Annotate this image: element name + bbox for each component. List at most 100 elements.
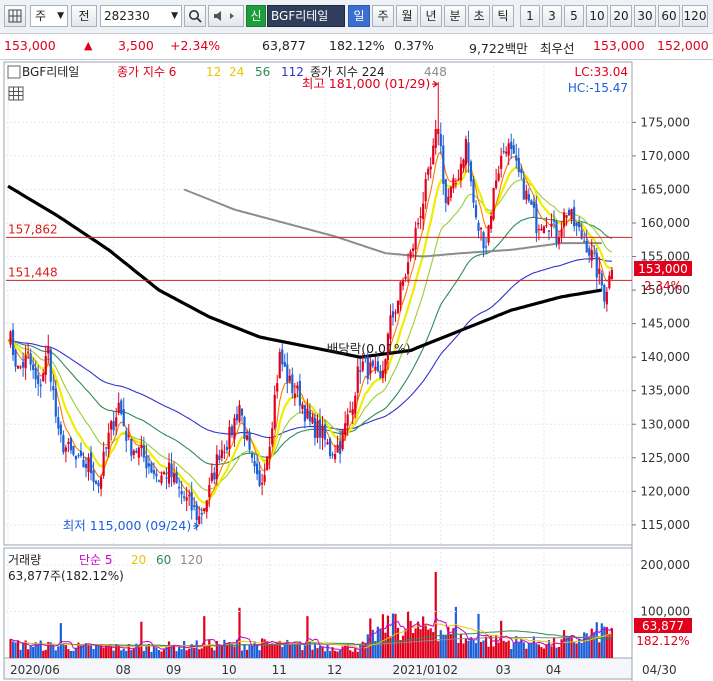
volume-bar bbox=[175, 651, 178, 658]
candle-body bbox=[570, 209, 573, 219]
period-button-6[interactable]: 틱 bbox=[492, 5, 514, 27]
legend-box-icon bbox=[7, 65, 21, 79]
interval-button-0[interactable]: 1 bbox=[520, 5, 540, 27]
interval-button-7[interactable]: 120 bbox=[682, 5, 708, 27]
candle-body bbox=[248, 431, 251, 450]
volume-bar bbox=[130, 650, 133, 658]
interval-button-5[interactable]: 30 bbox=[634, 5, 656, 27]
volume-bar bbox=[223, 639, 226, 658]
period-button-2[interactable]: 월 bbox=[396, 5, 418, 27]
volume-bar bbox=[286, 639, 289, 658]
sound-icon[interactable] bbox=[208, 5, 244, 27]
interval-button-3[interactable]: 10 bbox=[586, 5, 608, 27]
candle-body bbox=[351, 409, 354, 416]
volume-ma-label: 단순 5 bbox=[79, 553, 113, 567]
candle-body bbox=[250, 453, 254, 458]
period-button-3[interactable]: 년 bbox=[420, 5, 442, 27]
candle-body bbox=[361, 361, 364, 371]
volume-bar bbox=[532, 636, 535, 658]
volume-bar bbox=[527, 643, 530, 658]
candle-body bbox=[399, 281, 402, 305]
volume-bar bbox=[492, 646, 495, 658]
candle-body bbox=[278, 351, 281, 379]
candle-body bbox=[537, 229, 541, 231]
candle-body bbox=[130, 438, 133, 456]
volume-bar bbox=[495, 634, 498, 658]
candle-body bbox=[530, 200, 533, 205]
volume-bar bbox=[389, 636, 392, 658]
candle-body bbox=[195, 504, 198, 521]
candle-body bbox=[371, 360, 374, 367]
candle-body bbox=[583, 240, 586, 242]
volume-bar bbox=[140, 621, 143, 658]
candle-body bbox=[406, 262, 410, 275]
candle-body bbox=[474, 204, 478, 218]
volume-bar bbox=[120, 650, 123, 658]
volume-bar bbox=[185, 650, 188, 658]
volume-bar bbox=[220, 646, 223, 658]
candle-body bbox=[472, 179, 475, 203]
period-button-1[interactable]: 주 bbox=[372, 5, 394, 27]
candle-body bbox=[301, 404, 304, 409]
candle-body bbox=[54, 388, 57, 417]
candle-body bbox=[82, 459, 85, 468]
volume-bar bbox=[213, 650, 216, 658]
code-type-button[interactable]: 전 bbox=[71, 5, 97, 27]
candle-body bbox=[89, 452, 93, 474]
priority-label: 최우선 bbox=[540, 41, 575, 56]
volume-bar bbox=[354, 648, 357, 658]
ma-line-224 bbox=[7, 184, 603, 359]
search-icon[interactable] bbox=[184, 5, 206, 27]
volume-bar bbox=[97, 645, 100, 658]
candle-body bbox=[316, 420, 319, 438]
volume-bar bbox=[557, 646, 561, 658]
candle-body bbox=[105, 447, 108, 449]
volume-bar bbox=[110, 646, 113, 658]
candle-body bbox=[185, 497, 188, 501]
interval-button-2[interactable]: 5 bbox=[564, 5, 584, 27]
current-price-tag bbox=[634, 261, 692, 276]
volume-bar bbox=[210, 647, 213, 658]
candle-body bbox=[578, 221, 581, 228]
stock-code-input[interactable]: 282330 ▼ bbox=[100, 5, 182, 27]
volume-bar bbox=[434, 571, 437, 658]
candle-body bbox=[228, 427, 231, 450]
volume-ma-line-60 bbox=[10, 630, 612, 647]
volume-bar bbox=[339, 650, 342, 658]
grid-icon[interactable] bbox=[4, 5, 26, 27]
market-select[interactable]: 주 ▼ bbox=[30, 5, 68, 27]
volume-bar bbox=[298, 641, 301, 658]
period-button-4[interactable]: 분 bbox=[444, 5, 466, 27]
candle-body bbox=[115, 417, 118, 427]
candle-body bbox=[286, 364, 289, 383]
interval-button-4[interactable]: 20 bbox=[610, 5, 632, 27]
period-button-5[interactable]: 초 bbox=[468, 5, 490, 27]
volume-bar bbox=[167, 641, 171, 658]
candle-body bbox=[452, 178, 455, 189]
candle-body bbox=[303, 405, 307, 422]
candle-body bbox=[424, 179, 427, 202]
low-arrow-icon bbox=[193, 522, 200, 530]
candle-body bbox=[391, 311, 395, 318]
volume-bar bbox=[92, 648, 95, 658]
period-button-0[interactable]: 일 bbox=[348, 5, 370, 27]
new-badge: 신 bbox=[246, 5, 266, 27]
volume-bar bbox=[374, 640, 377, 658]
candle-body bbox=[291, 374, 294, 394]
volume-bar bbox=[482, 640, 485, 658]
horizontal-line-label: 157,862 bbox=[8, 222, 58, 236]
high-annotation: 최고 181,000 (01/29) bbox=[302, 76, 430, 91]
candle-body bbox=[64, 447, 67, 452]
candle-body bbox=[573, 207, 576, 227]
candle-body bbox=[457, 179, 460, 181]
candle-body bbox=[296, 385, 299, 389]
interval-button-1[interactable]: 3 bbox=[542, 5, 562, 27]
volume-bar bbox=[517, 642, 520, 658]
interval-button-6[interactable]: 60 bbox=[658, 5, 680, 27]
volume-bar bbox=[603, 626, 606, 658]
volume-bar bbox=[49, 642, 52, 658]
volume-bar bbox=[107, 645, 110, 658]
volume-bar bbox=[230, 642, 234, 658]
table-icon[interactable] bbox=[8, 86, 24, 101]
